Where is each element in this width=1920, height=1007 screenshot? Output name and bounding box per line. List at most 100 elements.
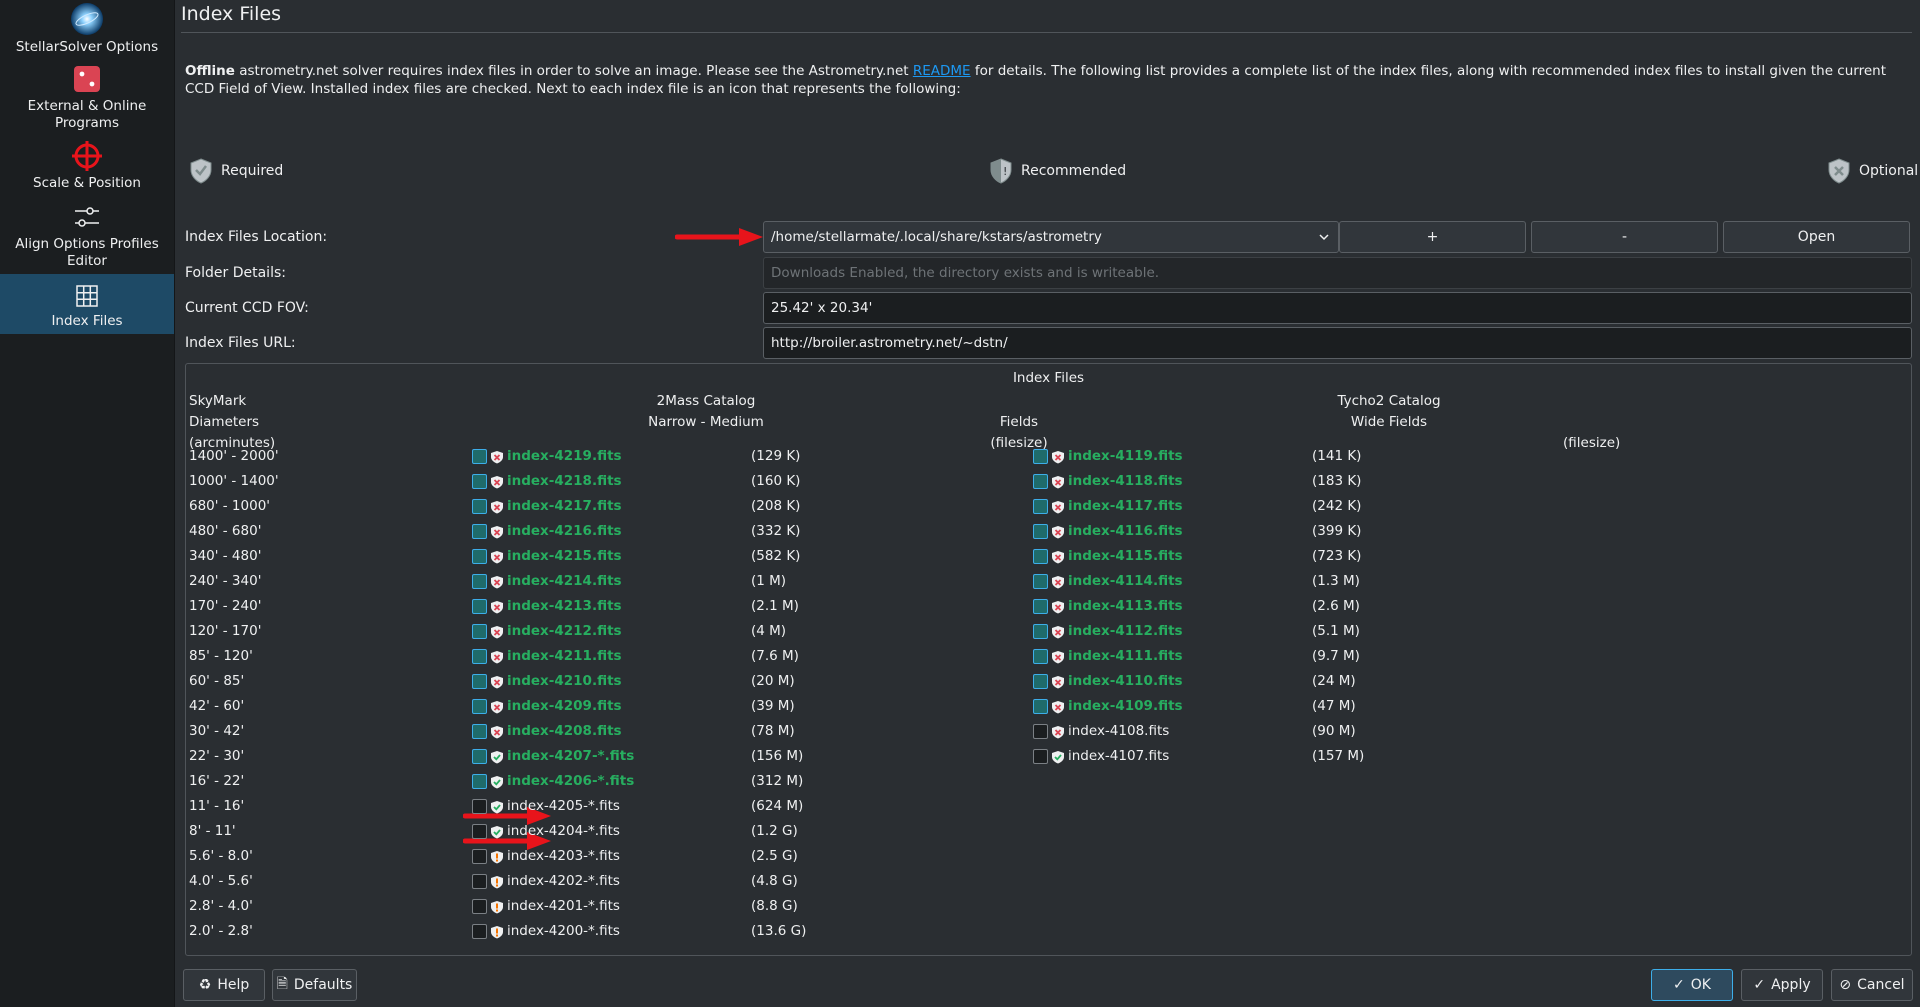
mass-index-filename: index-4204-*.fits bbox=[507, 823, 620, 839]
mass-index-checkbox[interactable] bbox=[472, 499, 487, 514]
readme-link[interactable]: README bbox=[912, 63, 971, 79]
skymark-range: 340' - 480' bbox=[189, 548, 262, 564]
tycho-index-checkbox[interactable] bbox=[1033, 624, 1048, 639]
mass-index-checkbox[interactable] bbox=[472, 774, 487, 789]
tycho-index-filename: index-4118.fits bbox=[1068, 473, 1183, 489]
tycho-index-checkbox[interactable] bbox=[1033, 724, 1048, 739]
skymark-header: SkyMark Diameters (arcminutes) bbox=[189, 391, 275, 454]
mass-index-filesize: (7.6 M) bbox=[751, 648, 799, 664]
location-combobox[interactable]: /home/stellarmate/.local/share/kstars/as… bbox=[763, 221, 1339, 253]
shield-recommended-icon bbox=[491, 851, 503, 864]
cancel-button[interactable]: ⊘ Cancel bbox=[1831, 969, 1913, 1001]
sidebar-item-external-online-programs[interactable]: External & Online Programs bbox=[0, 58, 174, 136]
chevron-down-icon bbox=[1319, 234, 1329, 241]
mass-index-checkbox[interactable] bbox=[472, 924, 487, 939]
mass-index-checkbox[interactable] bbox=[472, 599, 487, 614]
skymark-range: 16' - 22' bbox=[189, 773, 245, 789]
shield-required-icon bbox=[491, 751, 503, 764]
remove-location-button[interactable]: - bbox=[1531, 221, 1718, 253]
tycho-index-checkbox[interactable] bbox=[1033, 574, 1048, 589]
mass-index-checkbox[interactable] bbox=[472, 699, 487, 714]
tycho-index-checkbox[interactable] bbox=[1033, 699, 1048, 714]
shield-recommended-icon: ! bbox=[990, 158, 1012, 184]
mass-index-checkbox[interactable] bbox=[472, 874, 487, 889]
add-location-button[interactable]: + bbox=[1339, 221, 1526, 253]
skymark-range: 2.8' - 4.0' bbox=[189, 898, 253, 914]
mass-index-filename: index-4217.fits bbox=[507, 498, 622, 514]
defaults-button[interactable]: 🗎 Defaults bbox=[272, 969, 357, 1001]
tycho-index-checkbox[interactable] bbox=[1033, 599, 1048, 614]
sidebar-item-scale-position[interactable]: Scale & Position bbox=[0, 136, 174, 196]
mass-index-checkbox[interactable] bbox=[472, 899, 487, 914]
tycho-index-filename: index-4119.fits bbox=[1068, 448, 1183, 464]
check-icon: ✓ bbox=[1753, 977, 1766, 993]
tycho-index-checkbox[interactable] bbox=[1033, 524, 1048, 539]
tycho-index-checkbox[interactable] bbox=[1033, 649, 1048, 664]
fov-label: Current CCD FOV: bbox=[185, 300, 309, 316]
url-field[interactable]: http://broiler.astrometry.net/~dstn/ bbox=[763, 327, 1912, 359]
mass-index-checkbox[interactable] bbox=[472, 549, 487, 564]
sidebar-item-index-files[interactable]: Index Files bbox=[0, 274, 174, 334]
mass-index-filename: index-4218.fits bbox=[507, 473, 622, 489]
tycho-index-checkbox[interactable] bbox=[1033, 749, 1048, 764]
mass-index-checkbox[interactable] bbox=[472, 724, 487, 739]
galaxy-icon bbox=[70, 2, 104, 36]
description-pre: astrometry.net solver requires index fil… bbox=[234, 63, 913, 79]
grid-icon bbox=[75, 282, 99, 310]
mass-index-checkbox[interactable] bbox=[472, 674, 487, 689]
fov-field[interactable]: 25.42' x 20.34' bbox=[763, 292, 1912, 324]
tycho-index-checkbox[interactable] bbox=[1033, 674, 1048, 689]
fields-header-line2: (filesize) bbox=[990, 435, 1048, 451]
sidebar-item-align-options-profiles-editor[interactable]: Align Options Profiles Editor bbox=[0, 196, 174, 274]
mass-index-filesize: (4 M) bbox=[751, 623, 787, 639]
main-panel: Index Files Offline astrometry.net solve… bbox=[175, 0, 1920, 1007]
mass-index-checkbox[interactable] bbox=[472, 649, 487, 664]
skymark-range: 5.6' - 8.0' bbox=[189, 848, 253, 864]
legend-optional-label: Optional bbox=[1859, 163, 1919, 179]
mass-index-checkbox[interactable] bbox=[472, 449, 487, 464]
skymark-range: 2.0' - 2.8' bbox=[189, 923, 253, 939]
sidebar-item-stellarsolver-options[interactable]: StellarSolver Options bbox=[0, 0, 174, 58]
tycho-index-checkbox[interactable] bbox=[1033, 549, 1048, 564]
mass-index-filename: index-4203-*.fits bbox=[507, 848, 620, 864]
mass-index-filename: index-4206-*.fits bbox=[507, 773, 635, 789]
mass-index-filename: index-4215.fits bbox=[507, 548, 622, 564]
mass-index-checkbox[interactable] bbox=[472, 524, 487, 539]
shield-optional-icon bbox=[1052, 651, 1064, 664]
mass-index-filesize: (78 M) bbox=[751, 723, 795, 739]
shield-optional-icon bbox=[491, 451, 503, 464]
url-label: Index Files URL: bbox=[185, 335, 296, 351]
mass-index-checkbox[interactable] bbox=[472, 799, 487, 814]
help-button[interactable]: ♻ Help bbox=[183, 969, 265, 1001]
tycho-index-checkbox[interactable] bbox=[1033, 499, 1048, 514]
description-text: Offline astrometry.net solver requires i… bbox=[185, 62, 1912, 98]
tycho-index-filename: index-4108.fits bbox=[1068, 723, 1170, 739]
mass-index-checkbox[interactable] bbox=[472, 849, 487, 864]
tycho-index-filename: index-4112.fits bbox=[1068, 623, 1183, 639]
mass-index-checkbox[interactable] bbox=[472, 749, 487, 764]
tycho-index-checkbox[interactable] bbox=[1033, 449, 1048, 464]
tycho-index-filename: index-4116.fits bbox=[1068, 523, 1183, 539]
skymark-range: 480' - 680' bbox=[189, 523, 262, 539]
mass-index-filesize: (13.6 G) bbox=[751, 923, 807, 939]
tycho-index-checkbox[interactable] bbox=[1033, 474, 1048, 489]
index-files-group: Index Files SkyMark Diameters (arcminute… bbox=[185, 363, 1912, 956]
location-value: /home/stellarmate/.local/share/kstars/as… bbox=[771, 229, 1102, 245]
mass-index-filesize: (2.5 G) bbox=[751, 848, 798, 864]
mass-index-filesize: (1.2 G) bbox=[751, 823, 798, 839]
skymark-range: 60' - 85' bbox=[189, 673, 245, 689]
apply-button[interactable]: ✓ Apply bbox=[1741, 969, 1823, 1001]
tycho-index-filename: index-4114.fits bbox=[1068, 573, 1183, 589]
open-location-button[interactable]: Open bbox=[1723, 221, 1910, 253]
mass-index-checkbox[interactable] bbox=[472, 474, 487, 489]
mass-index-checkbox[interactable] bbox=[472, 824, 487, 839]
mass-index-checkbox[interactable] bbox=[472, 574, 487, 589]
tycho-index-filename: index-4110.fits bbox=[1068, 673, 1183, 689]
mass-index-filesize: (156 M) bbox=[751, 748, 804, 764]
mass-index-checkbox[interactable] bbox=[472, 624, 487, 639]
shield-optional-icon bbox=[1052, 726, 1064, 739]
shield-optional-icon bbox=[491, 676, 503, 689]
ok-button[interactable]: ✓ OK bbox=[1651, 969, 1733, 1001]
skymark-range: 4.0' - 5.6' bbox=[189, 873, 253, 889]
shield-optional-icon bbox=[1052, 451, 1064, 464]
